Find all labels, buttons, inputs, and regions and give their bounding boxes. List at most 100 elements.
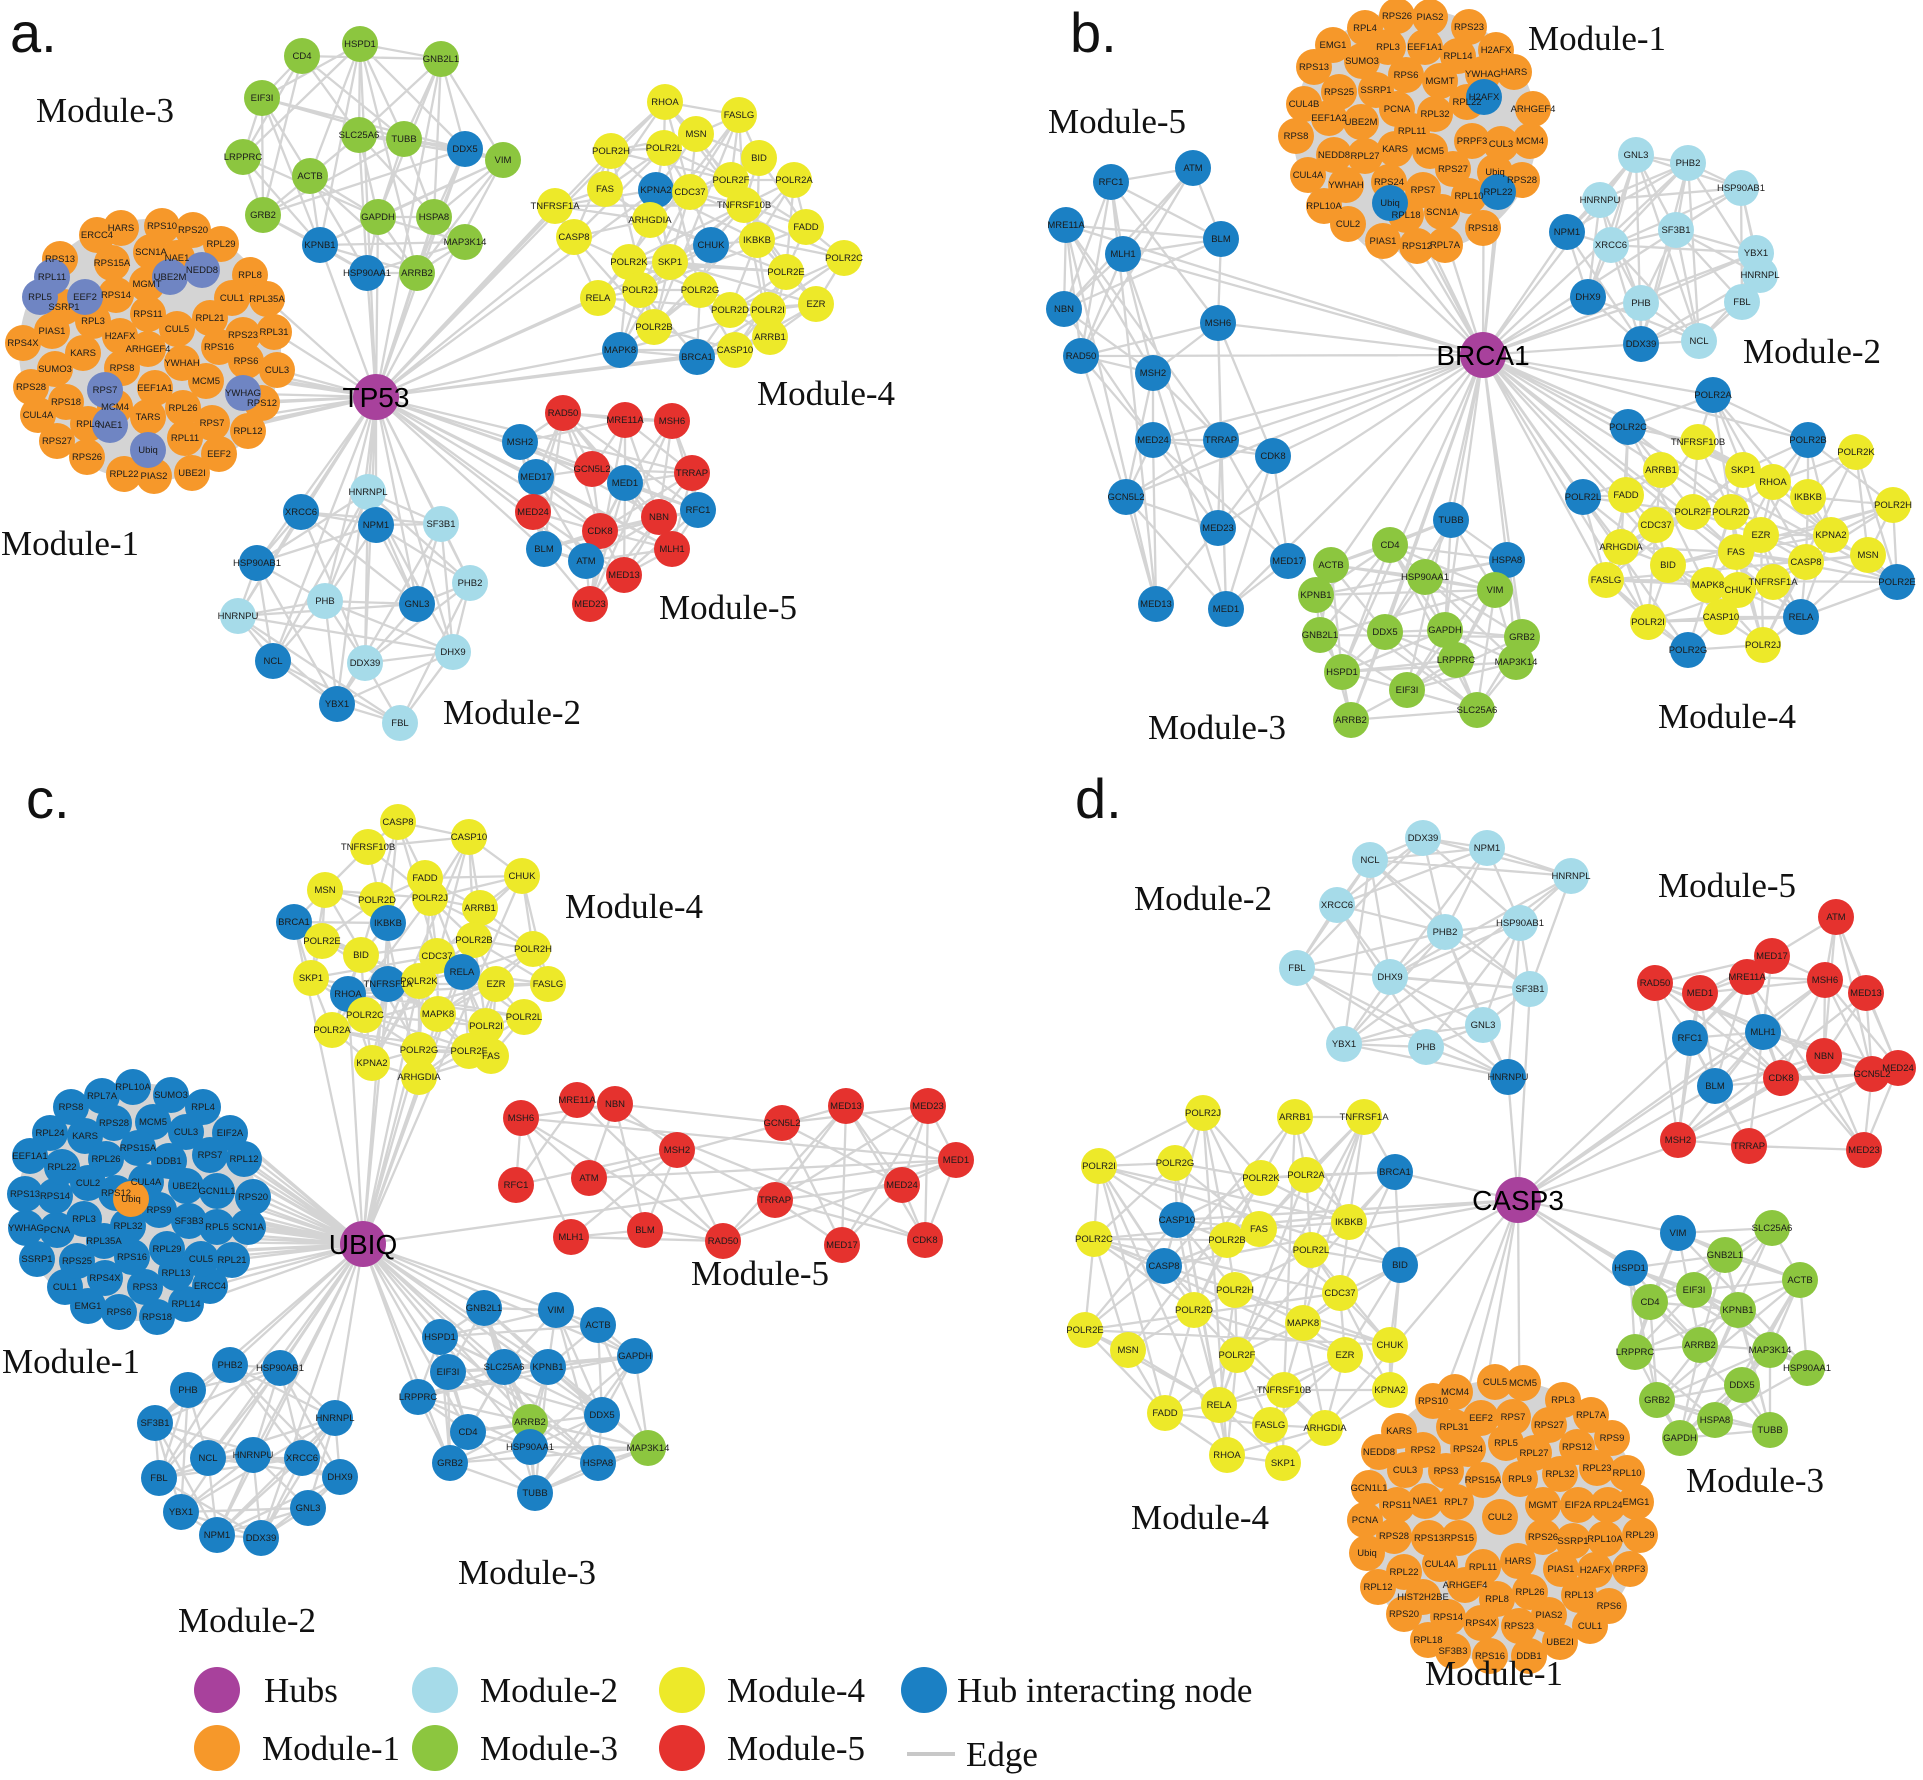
svg-text:POLR2C: POLR2C xyxy=(346,1010,384,1021)
svg-text:CDC37: CDC37 xyxy=(1324,1288,1355,1299)
svg-text:PHB: PHB xyxy=(178,1385,198,1396)
svg-text:SLC25A6: SLC25A6 xyxy=(1457,705,1498,716)
svg-text:POLR2F: POLR2F xyxy=(1675,507,1712,518)
svg-text:RPL12: RPL12 xyxy=(233,426,262,437)
svg-text:RPL21: RPL21 xyxy=(195,313,224,324)
svg-text:Ubiq: Ubiq xyxy=(1485,167,1505,178)
svg-text:RPL12: RPL12 xyxy=(229,1154,258,1165)
svg-text:MRE11A: MRE11A xyxy=(1728,972,1766,983)
svg-text:KPNB1: KPNB1 xyxy=(304,240,335,251)
svg-text:KPNB1: KPNB1 xyxy=(1300,590,1331,601)
svg-text:HSP90AA1: HSP90AA1 xyxy=(343,268,391,279)
svg-text:b.: b. xyxy=(1070,1,1117,64)
svg-text:GCN5L2: GCN5L2 xyxy=(1854,1069,1891,1080)
svg-text:RPL6: RPL6 xyxy=(76,419,100,430)
svg-text:HSP90AB1: HSP90AB1 xyxy=(256,1363,304,1374)
svg-text:POLR2L: POLR2L xyxy=(506,1012,542,1023)
svg-text:CUL4B: CUL4B xyxy=(1289,99,1320,110)
svg-text:HSPA8: HSPA8 xyxy=(583,1458,613,1469)
svg-text:NCL: NCL xyxy=(198,1453,217,1464)
svg-text:RPS14: RPS14 xyxy=(101,290,131,301)
svg-text:UBE2I: UBE2I xyxy=(172,1181,199,1192)
svg-text:RPL24: RPL24 xyxy=(35,1128,64,1139)
svg-text:DHX9: DHX9 xyxy=(1377,972,1402,983)
svg-text:EZR: EZR xyxy=(487,979,506,990)
svg-text:RPS13: RPS13 xyxy=(1414,1533,1444,1544)
svg-text:IKBKB: IKBKB xyxy=(1335,1217,1363,1228)
svg-text:CDC37: CDC37 xyxy=(421,951,452,962)
svg-text:SKP1: SKP1 xyxy=(1731,465,1755,476)
svg-text:RPL22: RPL22 xyxy=(47,1162,76,1173)
svg-text:FBL: FBL xyxy=(150,1473,167,1484)
svg-text:RPS2: RPS2 xyxy=(1411,1445,1436,1456)
svg-text:HSPA8: HSPA8 xyxy=(1700,1415,1730,1426)
svg-text:POLR2J: POLR2J xyxy=(412,893,448,904)
svg-text:BLM: BLM xyxy=(1211,234,1231,245)
svg-text:XRCC6: XRCC6 xyxy=(286,1453,318,1464)
svg-text:RPS13: RPS13 xyxy=(10,1189,40,1200)
svg-text:BLM: BLM xyxy=(534,544,554,555)
svg-text:NPM1: NPM1 xyxy=(1554,227,1580,238)
svg-text:GCN1L1: GCN1L1 xyxy=(1351,1483,1388,1494)
svg-text:ARHGEF4: ARHGEF4 xyxy=(126,344,171,355)
svg-text:RPL29: RPL29 xyxy=(1625,1530,1654,1541)
svg-text:TUBB: TUBB xyxy=(391,134,416,145)
svg-text:NAE1: NAE1 xyxy=(98,420,123,431)
svg-text:LRPPRC: LRPPRC xyxy=(1616,1347,1655,1358)
svg-text:RPL5: RPL5 xyxy=(28,292,52,303)
svg-text:CDK8: CDK8 xyxy=(912,1235,937,1246)
svg-text:YWHAH: YWHAH xyxy=(164,358,200,369)
svg-text:RPL12: RPL12 xyxy=(1363,1582,1392,1593)
svg-text:KARS: KARS xyxy=(72,1131,98,1142)
svg-text:DDX39: DDX39 xyxy=(246,1533,277,1544)
svg-text:RPS15: RPS15 xyxy=(1444,1533,1474,1544)
svg-text:POLR2K: POLR2K xyxy=(400,976,438,987)
svg-text:MSH6: MSH6 xyxy=(1205,318,1231,329)
svg-text:POLR2B: POLR2B xyxy=(1789,435,1827,446)
svg-text:CDC37: CDC37 xyxy=(1640,520,1671,531)
svg-text:MAP3K14: MAP3K14 xyxy=(627,1443,670,1454)
svg-text:SF3B3: SF3B3 xyxy=(1438,1646,1467,1657)
svg-text:MAPK8: MAPK8 xyxy=(1287,1318,1319,1329)
svg-text:EMG1: EMG1 xyxy=(75,1301,102,1312)
svg-text:XRCC6: XRCC6 xyxy=(1321,900,1353,911)
svg-text:ARHGEF4: ARHGEF4 xyxy=(1511,104,1556,115)
svg-text:RPL3: RPL3 xyxy=(72,1214,96,1225)
svg-text:POLR2J: POLR2J xyxy=(1185,1108,1221,1119)
svg-text:RPL26: RPL26 xyxy=(168,403,197,414)
svg-text:RPL11: RPL11 xyxy=(38,272,66,283)
svg-text:YWHAG: YWHAG xyxy=(8,1223,44,1234)
svg-text:Ubiq: Ubiq xyxy=(1380,198,1400,209)
svg-text:CDK8: CDK8 xyxy=(587,526,612,537)
svg-text:IKBKB: IKBKB xyxy=(1794,492,1822,503)
svg-text:RPL3: RPL3 xyxy=(81,316,105,327)
svg-text:PHB: PHB xyxy=(315,596,335,607)
svg-text:MAP3K14: MAP3K14 xyxy=(1495,657,1538,668)
svg-text:CHUK: CHUK xyxy=(509,871,537,882)
svg-text:RAD50: RAD50 xyxy=(708,1236,739,1247)
svg-text:RPS8: RPS8 xyxy=(1284,131,1309,142)
svg-text:RPS11: RPS11 xyxy=(1382,1500,1411,1511)
svg-text:CUL4A: CUL4A xyxy=(23,410,54,421)
svg-text:ARRB2: ARRB2 xyxy=(514,1417,546,1428)
svg-text:SLC25A6: SLC25A6 xyxy=(339,130,380,141)
svg-text:RPL10: RPL10 xyxy=(1454,191,1483,202)
svg-text:TUBB: TUBB xyxy=(1438,515,1463,526)
svg-text:ARRB1: ARRB1 xyxy=(1645,465,1677,476)
svg-text:CASP8: CASP8 xyxy=(1790,557,1821,568)
svg-text:POLR2E: POLR2E xyxy=(303,936,341,947)
svg-text:MCM5: MCM5 xyxy=(1509,1378,1537,1389)
svg-text:RHOA: RHOA xyxy=(1759,477,1787,488)
svg-text:HSP90AB1: HSP90AB1 xyxy=(1496,918,1544,929)
svg-text:Module-2: Module-2 xyxy=(480,1671,618,1710)
svg-text:LRPPRC: LRPPRC xyxy=(1437,655,1476,666)
svg-text:H2AFX: H2AFX xyxy=(1469,92,1500,103)
svg-text:EIF3I: EIF3I xyxy=(437,1367,460,1378)
svg-text:SCN1A: SCN1A xyxy=(232,1222,264,1233)
svg-text:RPL32: RPL32 xyxy=(113,1221,142,1232)
svg-text:MSH2: MSH2 xyxy=(1140,368,1166,379)
svg-text:RPL24: RPL24 xyxy=(1593,1500,1622,1511)
svg-text:GRB2: GRB2 xyxy=(250,210,276,221)
svg-text:EZR: EZR xyxy=(1752,530,1771,541)
svg-text:HNRNPL: HNRNPL xyxy=(348,487,387,498)
